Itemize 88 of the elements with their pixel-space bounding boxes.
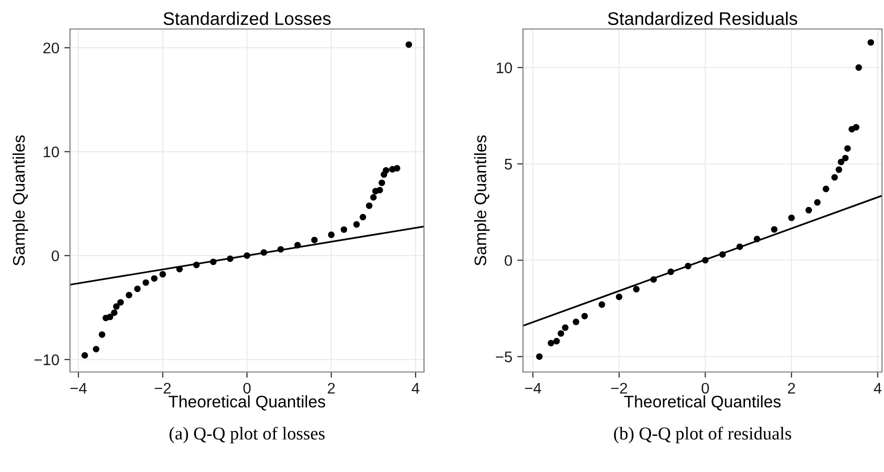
x-tick-label: −2	[611, 382, 628, 394]
point	[134, 286, 141, 292]
point	[754, 236, 760, 242]
point	[650, 276, 657, 283]
y-tick-label: 0	[504, 255, 512, 266]
y-tick-label: 20	[43, 42, 59, 54]
x-tick-label: −4	[524, 382, 542, 394]
point	[328, 232, 335, 238]
text: (b) Q-Q plot of residuals	[614, 426, 792, 444]
point	[92, 346, 100, 352]
point	[226, 255, 234, 262]
x-tick-label: 0	[243, 382, 251, 394]
x-tick-label: −4	[70, 382, 87, 394]
y-axis-title: Sample Quantiles	[12, 135, 28, 266]
point	[814, 199, 821, 206]
point	[838, 158, 844, 166]
point	[98, 331, 106, 338]
x-axis-title: Theoretical Quantiles	[168, 395, 326, 410]
point	[366, 202, 372, 209]
point	[844, 145, 851, 152]
chart-title: Standardized Losses	[164, 12, 331, 26]
point	[117, 299, 124, 306]
chart-title: Standardized Residuals	[608, 12, 798, 26]
point	[581, 312, 588, 320]
x-tick-label: 4	[412, 382, 420, 394]
point	[702, 256, 709, 264]
point	[836, 166, 842, 173]
point	[126, 292, 132, 298]
point	[633, 286, 640, 292]
point	[831, 174, 838, 181]
point	[771, 226, 778, 233]
point	[376, 186, 384, 194]
point	[536, 353, 543, 360]
point	[142, 279, 150, 286]
point	[842, 154, 849, 162]
point	[548, 340, 554, 346]
point	[788, 214, 795, 222]
point	[852, 124, 860, 131]
point	[855, 64, 862, 71]
y-tick-label: 10	[44, 146, 59, 158]
x-tick-label: 4	[874, 382, 882, 394]
y-tick-label: 5	[504, 158, 512, 170]
point	[378, 180, 386, 186]
point	[340, 226, 348, 233]
point	[106, 314, 114, 320]
point	[294, 242, 301, 248]
x-tick-label: 2	[328, 382, 335, 394]
point	[113, 303, 120, 310]
point	[562, 324, 568, 331]
point	[719, 251, 726, 258]
point	[558, 330, 564, 337]
point	[193, 262, 200, 268]
y-axis-title: Sample Quantiles	[474, 135, 490, 266]
point	[260, 249, 268, 256]
point	[616, 294, 622, 300]
point	[176, 266, 183, 272]
point	[151, 275, 158, 282]
point	[159, 271, 166, 278]
text: (a) Q-Q plot of losses	[170, 426, 325, 444]
x-tick-label: 2	[788, 382, 795, 394]
y-tick-label: 0	[52, 250, 59, 262]
y-tick-label: −10	[34, 354, 59, 366]
point	[311, 236, 318, 244]
x-tick-label: 0	[702, 382, 709, 394]
y-tick-label: −5	[496, 352, 512, 362]
x-axis-title: Theoretical Quantiles	[624, 395, 781, 410]
point	[598, 301, 606, 308]
point	[868, 39, 874, 46]
point	[572, 318, 580, 326]
point	[110, 309, 118, 316]
point	[382, 167, 390, 174]
point	[370, 194, 377, 201]
point	[406, 41, 412, 48]
point	[684, 262, 692, 270]
y-tick-label: 10	[496, 62, 512, 74]
point	[244, 252, 250, 259]
x-tick-label: −2	[154, 382, 171, 394]
point	[353, 221, 360, 228]
point	[553, 338, 560, 344]
point	[822, 186, 830, 192]
point	[360, 214, 366, 220]
point	[277, 246, 284, 253]
point	[736, 243, 744, 250]
point	[668, 268, 674, 276]
point	[805, 206, 812, 214]
point	[81, 352, 88, 359]
point	[210, 258, 217, 266]
point	[394, 165, 400, 172]
